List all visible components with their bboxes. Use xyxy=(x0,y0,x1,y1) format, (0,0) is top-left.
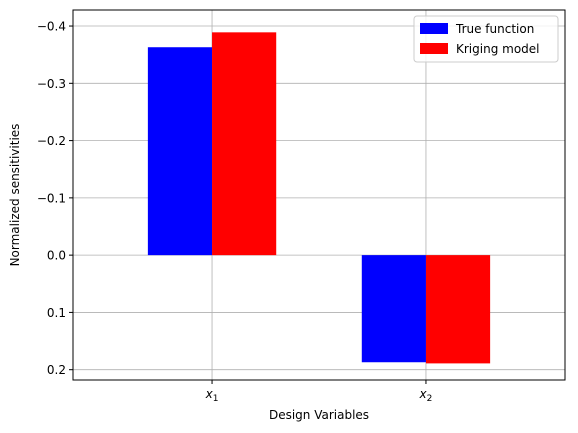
x-tick-label-x1: x1 xyxy=(205,387,219,404)
legend-swatch-true-function xyxy=(420,23,448,34)
y-tick-label: −0.4 xyxy=(37,20,66,34)
legend: True function Kriging model xyxy=(413,15,559,63)
legend-label-true-function: True function xyxy=(455,22,534,36)
x-axis-label: Design Variables xyxy=(269,408,369,422)
y-axis-label: Normalized sensitivities xyxy=(8,124,22,267)
bar-true-function-1 xyxy=(147,47,213,256)
y-tick-label: 0.2 xyxy=(47,363,66,377)
ticks: −0.4 −0.3 −0.2 −0.1 0.0 0.1 0.2 x1 x2 xyxy=(37,20,433,404)
y-tick-label: −0.2 xyxy=(37,134,66,148)
y-tick-label: −0.3 xyxy=(37,77,66,91)
legend-label-kriging-model: Kriging model xyxy=(456,42,540,56)
bar-true-function-2 xyxy=(361,255,426,363)
bar-kriging-model-2 xyxy=(425,255,491,364)
y-tick-label: 0.1 xyxy=(47,306,66,320)
y-tick-label: 0.0 xyxy=(47,249,66,263)
bar-kriging-model-1 xyxy=(212,32,277,256)
legend-swatch-kriging-model xyxy=(420,43,448,54)
y-tick-label: −0.1 xyxy=(37,191,66,205)
x-tick-label-x2: x2 xyxy=(419,387,433,404)
bars xyxy=(147,32,491,364)
axes-frame xyxy=(72,9,566,381)
legend-box xyxy=(413,15,559,63)
